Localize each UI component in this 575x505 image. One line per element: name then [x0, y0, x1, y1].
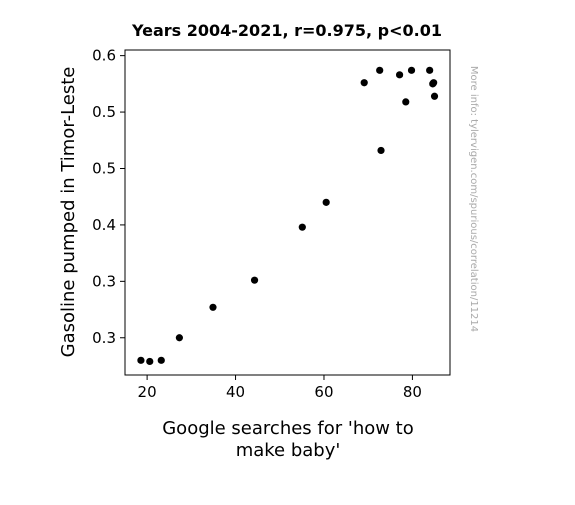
data-point [430, 92, 439, 100]
x-axis: 20 40 60 80 [138, 375, 422, 401]
y-tick-label: 0.5 [92, 159, 116, 177]
y-tick-label: 0.4 [92, 216, 116, 234]
x-tick-label: 40 [226, 383, 245, 401]
data-point [137, 356, 145, 364]
x-axis-title-line-2: make baby' [236, 440, 341, 461]
y-tick-label: 0.6 [92, 47, 116, 65]
data-point [430, 79, 438, 87]
data-point [395, 71, 404, 79]
data-point [360, 79, 368, 87]
data-point [407, 66, 416, 74]
data-point [298, 223, 306, 231]
x-tick-label: 80 [403, 383, 422, 401]
data-point [377, 146, 385, 155]
x-tick-label: 20 [138, 383, 157, 401]
chart-title: Years 2004-2021, r=0.975, p<0.01 [131, 21, 442, 40]
data-point [209, 303, 217, 311]
y-tick-label: 0.5 [92, 103, 116, 121]
data-point [250, 276, 259, 284]
data-point [402, 98, 410, 106]
plot-area-frame [124, 49, 451, 376]
data-point [146, 357, 154, 366]
y-axis: 0.3 0.3 0.4 0.5 0.5 0.6 [92, 47, 125, 347]
x-axis-title-line-1: Google searches for 'how to [162, 418, 414, 439]
data-point [175, 334, 183, 342]
data-points [137, 66, 439, 366]
data-point [322, 198, 330, 206]
x-tick-label: 60 [314, 383, 333, 401]
y-tick-label: 0.3 [92, 272, 116, 290]
y-axis-title: Gasoline pumped in Timor-Leste [58, 67, 79, 358]
data-point [426, 66, 434, 74]
y-tick-label: 0.3 [92, 329, 116, 347]
data-point [376, 66, 384, 74]
watermark-text: More info: tylervigen.com/spurious/corre… [468, 66, 479, 332]
data-point [157, 356, 165, 364]
